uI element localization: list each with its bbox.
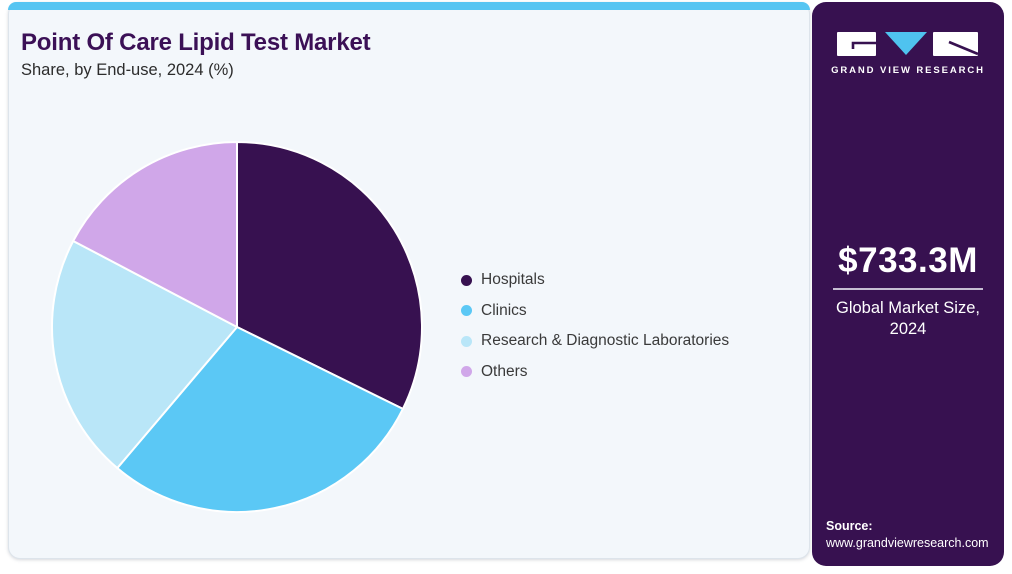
pie-slice-research-diagnostic-laboratories bbox=[51, 239, 238, 470]
brand-logo: GRAND VIEW RESEARCH bbox=[812, 30, 1004, 76]
legend-item-research-diagnostic-laboratories: Research & Diagnostic Laboratories bbox=[461, 326, 729, 357]
source-url: www.grandviewresearch.com bbox=[826, 536, 989, 551]
legend-swatch-clinics-icon bbox=[461, 305, 472, 317]
brand-name: GRAND VIEW RESEARCH bbox=[831, 65, 985, 76]
market-size-block: $733.3M Global Market Size, 2024 bbox=[812, 241, 1004, 339]
pie-chart bbox=[51, 141, 423, 513]
legend-label: Others bbox=[481, 362, 528, 380]
pie-slice-others bbox=[72, 141, 238, 328]
legend-label: Hospitals bbox=[481, 271, 545, 289]
legend-label: Clinics bbox=[481, 301, 527, 319]
legend-item-clinics: Clinics bbox=[461, 296, 729, 327]
legend-swatch-hospitals-icon bbox=[461, 274, 472, 286]
legend: Hospitals Clinics Research & Diagnostic La… bbox=[461, 265, 729, 387]
market-size-label: Global Market Size, 2024 bbox=[836, 299, 980, 338]
sidebar: GRAND VIEW RESEARCH $733.3M Global Marke… bbox=[812, 2, 1004, 566]
legend-item-others: Others bbox=[461, 357, 729, 388]
legend-item-hospitals: Hospitals bbox=[461, 265, 729, 296]
chart-subtitle: Share, by End-use, 2024 (%) bbox=[21, 61, 234, 79]
chart-title: Point Of Care Lipid Test Market bbox=[21, 29, 371, 56]
accent-strip bbox=[8, 2, 810, 10]
legend-swatch-others-icon bbox=[461, 366, 472, 378]
legend-label: Research & Diagnostic Laboratories bbox=[481, 332, 730, 350]
pie-slice-hospitals bbox=[236, 141, 423, 410]
pie-slice-clinics bbox=[116, 326, 404, 513]
market-size-value: $733.3M bbox=[838, 241, 978, 280]
legend-swatch-research-diagnostic-laboratories-icon bbox=[461, 335, 472, 347]
source-label: Source: bbox=[826, 519, 873, 534]
market-size-divider bbox=[833, 288, 983, 290]
gvr-logo-icon bbox=[837, 32, 979, 56]
source-block: Source: www.grandviewresearch.com bbox=[826, 518, 989, 552]
